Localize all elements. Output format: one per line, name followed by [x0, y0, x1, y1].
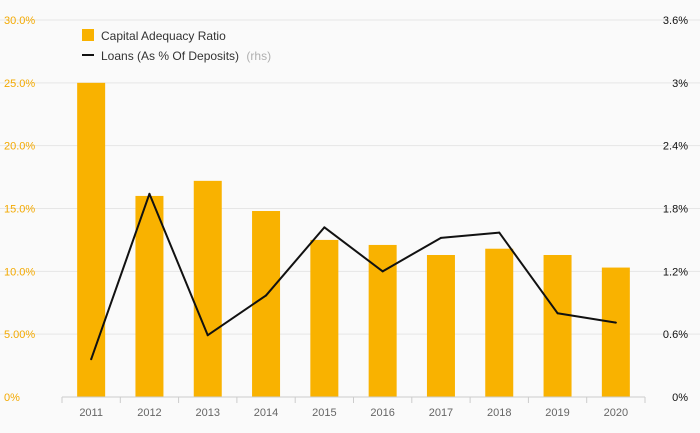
y-right-tick-label: 2.4% [663, 141, 688, 153]
line-point [614, 321, 617, 324]
x-tick-label: 2019 [545, 407, 569, 419]
y-left-tick-label: 20.0% [4, 141, 35, 153]
x-tick-label: 2011 [79, 407, 103, 419]
y-left-tick-label: 15.0% [4, 204, 35, 216]
line-point [381, 270, 384, 273]
bar-series [77, 82, 630, 397]
line-point [206, 334, 209, 337]
legend-label-line-suffix: (rhs) [246, 49, 271, 63]
y-right-tick-label: 1.2% [663, 266, 688, 278]
line-point [498, 231, 501, 234]
y-right-tick-label: 0.6% [663, 329, 688, 341]
bar [77, 82, 106, 397]
line-series-path [90, 192, 617, 360]
bar [485, 248, 514, 397]
y-left-tick-label: 0% [4, 392, 20, 404]
y-left-tick-label: 5.00% [4, 329, 35, 341]
bar [135, 195, 164, 397]
legend-label-line-name: Loans (As % Of Deposits) [101, 49, 239, 63]
x-tick-label: 2020 [604, 407, 628, 419]
bar [193, 180, 222, 397]
line-point [265, 294, 268, 297]
gridlines [0, 19, 700, 335]
bar [310, 239, 339, 397]
y-left-tick-label: 25.0% [4, 78, 35, 90]
line-point [148, 192, 151, 195]
x-tick-label: 2015 [312, 407, 336, 419]
y-right-tick-label: 0% [672, 392, 688, 404]
legend: Capital Adequacy Ratio Loans (As % Of De… [82, 29, 271, 63]
x-tick-label: 2016 [370, 407, 394, 419]
bar [543, 254, 572, 397]
line-series [90, 192, 617, 361]
y-right-tick-label: 3.6% [663, 15, 688, 27]
x-tick-label: 2013 [196, 407, 220, 419]
y-right-tick-label: 1.8% [663, 204, 688, 216]
legend-swatch-bar [82, 29, 94, 41]
x-tick-label: 2014 [254, 407, 278, 419]
line-point [556, 312, 559, 315]
bar [426, 254, 455, 397]
legend-label-line: Loans (As % Of Deposits) (rhs) [101, 49, 271, 63]
bar [252, 211, 281, 397]
line-point [90, 358, 93, 361]
y-right-tick-label: 3% [672, 78, 688, 90]
bar [601, 267, 630, 397]
x-tick-label: 2012 [137, 407, 161, 419]
axes: 0% 0% 5.00% 0.6% 10.0% 1.2% 15.0% 1.8% 20.0% 2.4%… [4, 15, 688, 419]
line-point [439, 236, 442, 239]
x-tick-label: 2017 [429, 407, 453, 419]
x-tick-label: 2018 [487, 407, 511, 419]
legend-label-bar: Capital Adequacy Ratio [101, 29, 226, 43]
bar [368, 244, 397, 397]
y-left-tick-label: 10.0% [4, 266, 35, 278]
line-point [323, 226, 326, 229]
y-left-tick-label: 30.0% [4, 15, 35, 27]
